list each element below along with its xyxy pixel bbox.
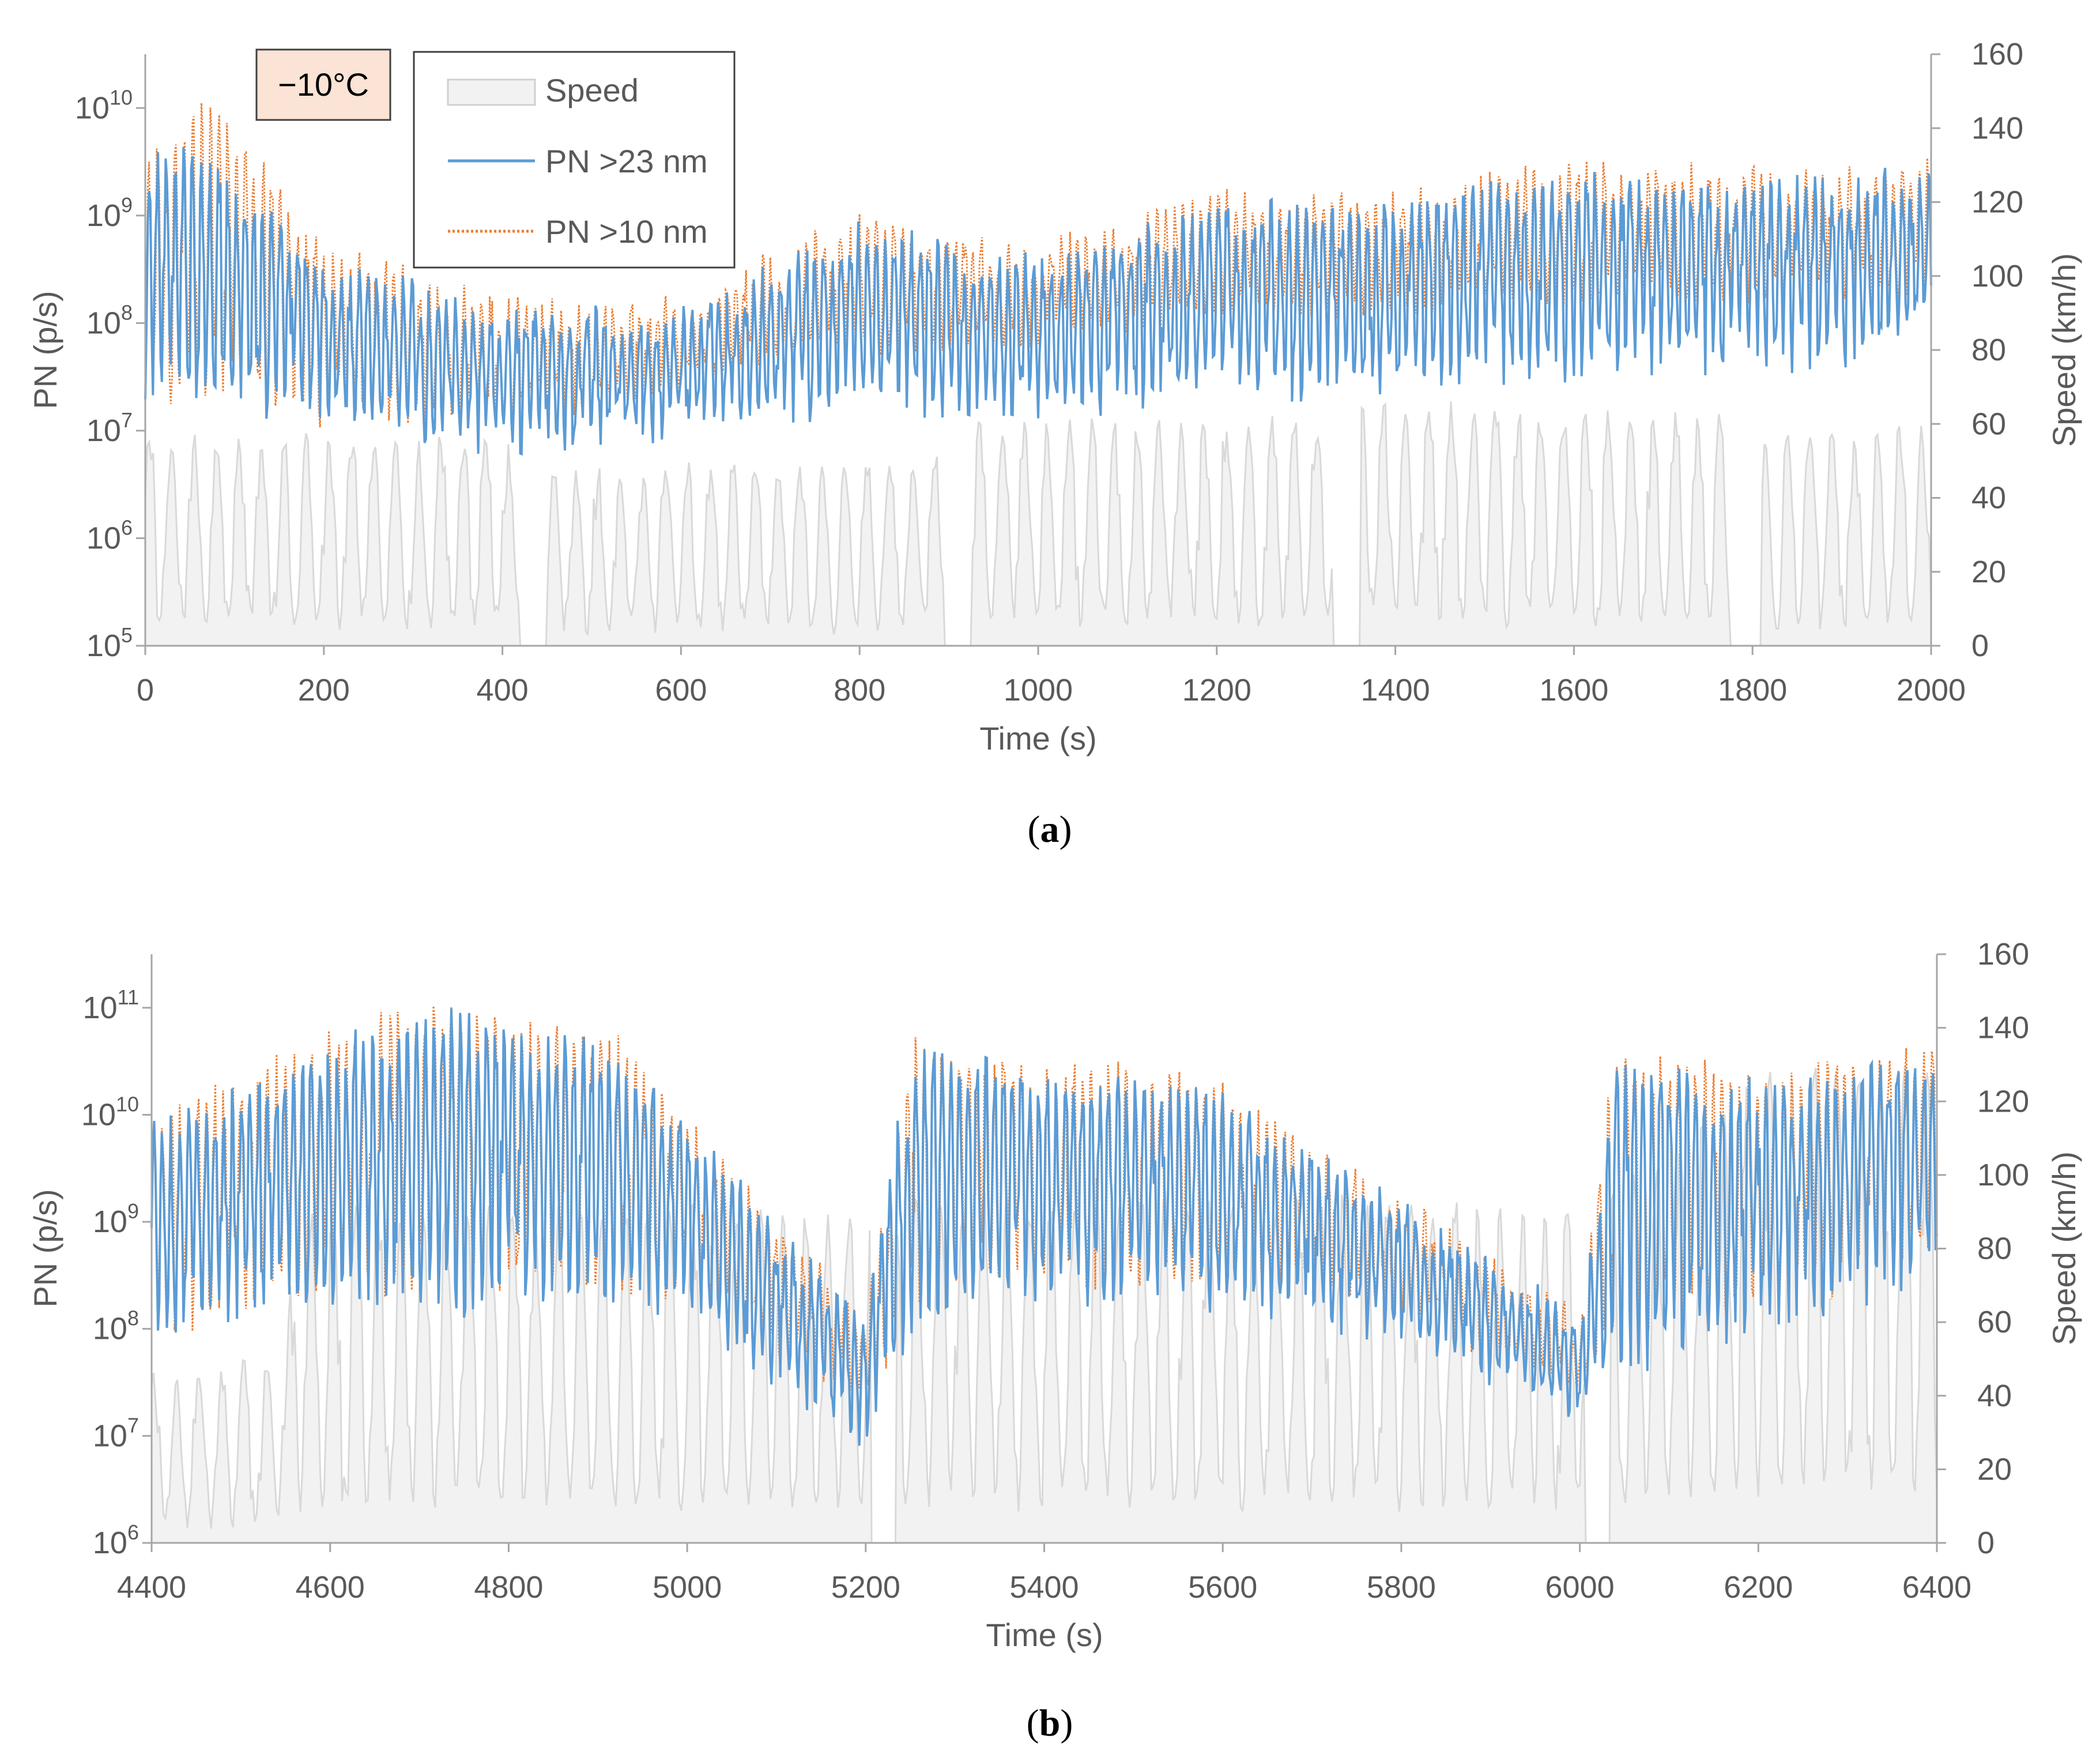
x-tick-label: 1400 <box>1361 673 1430 707</box>
speed-area-a <box>144 401 1932 647</box>
y-axis-title-right-b: Speed (km/h) <box>2046 1151 2082 1345</box>
y-right-tick-label: 60 <box>1977 1305 2012 1339</box>
y-axis-title-left-b: PN (p/s) <box>27 1189 63 1307</box>
temperature-label: −10°C <box>278 66 369 103</box>
x-tick-label: 5200 <box>831 1570 900 1605</box>
x-tick-label: 5800 <box>1367 1570 1436 1605</box>
legend-label-pn23: PN >23 nm <box>545 143 708 179</box>
x-tick-label: 2000 <box>1897 673 1966 707</box>
panel-label-a: (a) <box>1028 808 1072 850</box>
y-ticks-left-a: 105 106 107 108 109 1010 <box>75 85 145 663</box>
chart-panel-b: 4400 4600 4800 5000 5200 5400 5600 5800 6000 6200… <box>27 937 2082 1744</box>
y-left-tick-label: 108 <box>86 300 133 340</box>
y-right-tick-label: 20 <box>1971 555 2006 589</box>
x-ticks-b: 4400 4600 4800 5000 5200 5400 5600 5800 6000 6200… <box>117 1543 1971 1605</box>
x-ticks-a: 0 200 400 600 800 1000 1200 1400 1600 1800 2000 <box>137 646 1966 707</box>
pn23-line <box>150 1008 1938 1446</box>
x-axis-title-a: Time (s) <box>979 720 1096 756</box>
pn23-line <box>144 146 1932 456</box>
x-tick-label: 5400 <box>1009 1570 1079 1605</box>
y-right-tick-label: 140 <box>1971 111 2023 145</box>
x-tick-label: 4400 <box>117 1570 186 1605</box>
temperature-box <box>255 48 391 121</box>
y-axis-title-right-a: Speed (km/h) <box>2046 253 2082 447</box>
legend-label-speed: Speed <box>545 72 639 108</box>
y-right-tick-label: 80 <box>1977 1232 2012 1266</box>
y-right-tick-label: 20 <box>1977 1452 2012 1486</box>
y-axis-title-left-a: PN (p/s) <box>27 291 63 409</box>
y-right-tick-label: 40 <box>1977 1379 2012 1413</box>
panel-label-b: (b) <box>1027 1702 1073 1744</box>
y-right-tick-label: 100 <box>1971 259 2023 293</box>
x-axis-title-b: Time (s) <box>986 1617 1103 1653</box>
y-left-tick-label: 106 <box>86 515 133 555</box>
x-tick-label: 5000 <box>653 1570 722 1605</box>
x-tick-label: 1600 <box>1539 673 1608 707</box>
y-right-tick-label: 160 <box>1977 937 2029 972</box>
y-left-tick-label: 1010 <box>81 1092 139 1132</box>
y-right-tick-label: 80 <box>1971 333 2006 367</box>
y-left-tick-label: 107 <box>86 408 133 448</box>
x-tick-label: 6400 <box>1902 1570 1971 1605</box>
y-left-tick-label: 109 <box>86 193 133 233</box>
legend-label-pn10: PN >10 nm <box>545 213 708 250</box>
y-left-tick-label: 108 <box>93 1307 139 1346</box>
x-tick-label: 6200 <box>1724 1570 1793 1605</box>
y-left-tick-label: 106 <box>93 1520 139 1560</box>
x-tick-label: 4600 <box>296 1570 365 1605</box>
y-left-tick-label: 1010 <box>75 85 133 125</box>
y-right-tick-label: 120 <box>1977 1084 2029 1119</box>
pn23-series-b <box>150 1008 1938 1446</box>
x-tick-label: 600 <box>655 673 707 707</box>
y-right-tick-label: 0 <box>1977 1526 1995 1560</box>
x-tick-label: 800 <box>834 673 885 707</box>
speed-line <box>144 401 1932 647</box>
y-right-tick-label: 120 <box>1971 185 2023 220</box>
x-tick-label: 1800 <box>1718 673 1787 707</box>
x-tick-label: 0 <box>137 673 154 707</box>
x-tick-label: 4800 <box>474 1570 543 1605</box>
y-left-tick-label: 1011 <box>83 985 139 1025</box>
chart-panel-a: 0 200 400 600 800 1000 1200 1400 1600 1800 2000 10… <box>27 37 2082 850</box>
y-left-tick-label: 105 <box>86 623 133 663</box>
y-right-tick-label: 60 <box>1971 406 2006 441</box>
y-ticks-right-b: 0 20 40 60 80 100 120 140 160 <box>1937 937 2029 1560</box>
x-tick-label: 1200 <box>1182 673 1251 707</box>
y-right-tick-label: 0 <box>1971 628 1989 663</box>
y-right-tick-label: 140 <box>1977 1011 2029 1045</box>
y-right-tick-label: 160 <box>1971 37 2023 71</box>
y-ticks-right-a: 0 20 40 60 80 100 120 140 160 <box>1931 37 2023 663</box>
y-right-tick-label: 40 <box>1971 481 2006 515</box>
pn23-series-a <box>144 146 1932 456</box>
x-tick-label: 200 <box>298 673 350 707</box>
legend: Speed PN >23 nm PN >10 nm <box>413 51 736 269</box>
x-tick-label: 6000 <box>1545 1570 1615 1605</box>
y-right-tick-label: 100 <box>1977 1158 2029 1192</box>
x-tick-label: 1000 <box>1004 673 1073 707</box>
y-left-tick-label: 107 <box>93 1413 139 1453</box>
legend-swatch-speed <box>447 78 536 106</box>
x-tick-label: 5600 <box>1188 1570 1257 1605</box>
x-tick-label: 400 <box>477 673 529 707</box>
y-left-tick-label: 109 <box>93 1199 139 1239</box>
speed-area <box>152 1065 1937 1543</box>
y-ticks-left-b: 106 107 108 109 1010 1011 <box>81 985 152 1560</box>
